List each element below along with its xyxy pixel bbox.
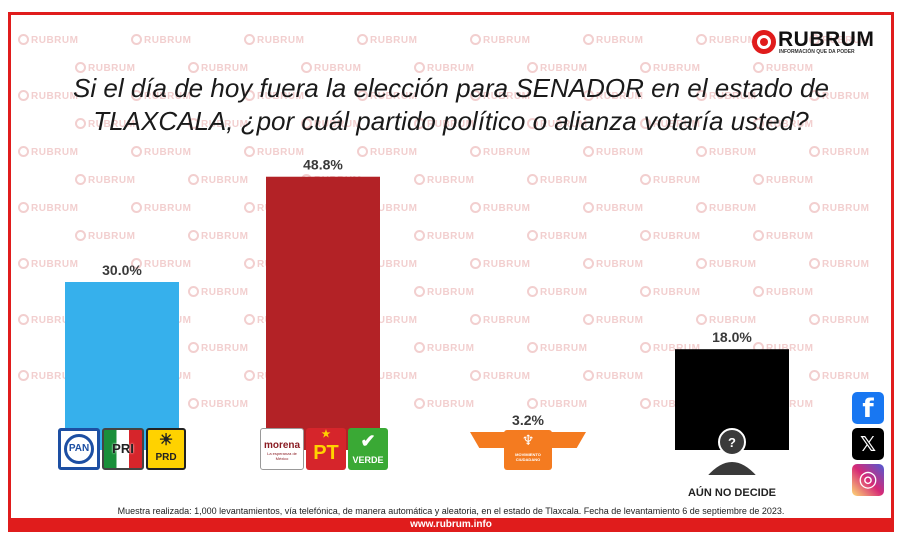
data-label-1: 30.0% <box>102 262 142 278</box>
data-label-4: 18.0% <box>712 329 752 345</box>
mc-logo: ♆ MOVIMIENTO CIUDADANO <box>470 430 586 470</box>
verde-toucan-icon: ✔ <box>360 431 376 451</box>
logo-tagline: INFORMACIÓN QUE DA PODER <box>779 49 855 55</box>
data-label-2: 48.8% <box>303 157 343 173</box>
x-icon[interactable]: 𝕏 <box>852 428 884 460</box>
website-url[interactable]: www.rubrum.info <box>410 519 492 530</box>
prd-logo-text: PRD <box>155 452 177 463</box>
person-question-icon: ? <box>703 428 761 477</box>
pri-logo-text: PRI <box>112 441 134 456</box>
verde-logo-text: VERDE <box>352 455 384 465</box>
logo-text: RUBRUM <box>778 28 875 51</box>
instagram-icon[interactable]: ◎ <box>852 464 884 496</box>
pt-star-icon: ★ <box>321 429 331 440</box>
prd-logo: ☀ PRD <box>146 428 186 470</box>
footnote: Muestra realizada: 1,000 levantamientos,… <box>117 506 785 516</box>
facebook-icon[interactable]: f <box>852 392 884 424</box>
morena-logo-subtext: La esperanza de México <box>267 451 297 461</box>
pan-logo-text: PAN <box>64 434 94 464</box>
chart-title: Si el día de hoy fuera la elección para … <box>73 73 829 136</box>
pri-logo: PRI <box>102 428 144 470</box>
rubrum-logo: RUBRUM INFORMACIÓN QUE DA PODER <box>752 28 886 56</box>
pt-logo: ★ PT <box>306 428 346 470</box>
mc-eagle-icon: ♆ <box>521 433 535 449</box>
logo-ring-icon <box>752 30 776 54</box>
bar-2 <box>266 176 380 450</box>
mc-eagle-box: ♆ MOVIMIENTO CIUDADANO <box>504 430 552 470</box>
question-mark-icon: ? <box>728 435 736 450</box>
pt-logo-text: PT <box>313 442 339 464</box>
morena-logo: morena La esperanza de México <box>260 428 304 470</box>
footer-bar <box>8 518 894 532</box>
prd-sun-icon: ☀ <box>158 432 174 449</box>
category-label-4: AÚN NO DECIDE <box>688 486 776 499</box>
morena-logo-text: morena <box>263 440 301 451</box>
pan-logo: PAN <box>58 428 100 470</box>
verde-logo: ✔ VERDE <box>348 428 388 470</box>
bar-1 <box>65 282 179 450</box>
data-label-3: 3.2% <box>512 412 544 428</box>
mc-logo-text: MOVIMIENTO CIUDADANO <box>515 452 541 462</box>
